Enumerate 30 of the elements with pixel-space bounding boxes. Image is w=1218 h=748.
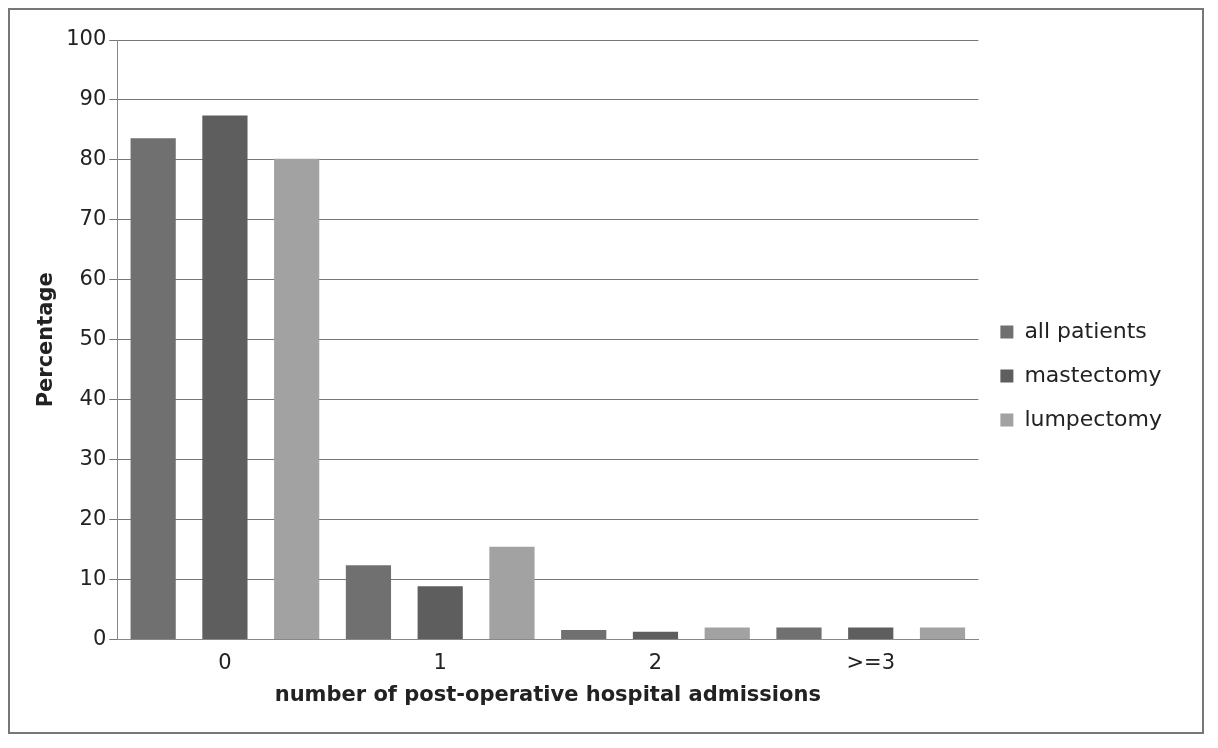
legend-label: all patients <box>1024 317 1147 343</box>
y-tick-label: 80 <box>79 146 107 171</box>
bar <box>704 627 750 640</box>
y-tick-label: 30 <box>79 446 107 471</box>
y-tick-label: 100 <box>66 26 107 51</box>
y-tick-label: 40 <box>79 386 107 411</box>
x-axis-title: number of post-operative hospital admissions <box>274 681 821 706</box>
y-tick-label: 20 <box>79 506 107 531</box>
y-tick-label: 90 <box>79 86 107 111</box>
y-tick-label: 0 <box>92 626 107 651</box>
x-tick-label: 2 <box>648 649 663 674</box>
x-tick-label: 0 <box>218 649 232 674</box>
bar <box>632 631 679 640</box>
bar <box>489 546 535 640</box>
y-tick-label: 10 <box>79 566 107 591</box>
x-tick-label: 1 <box>433 649 447 674</box>
y-tick-label: 70 <box>79 206 107 231</box>
bar <box>848 627 894 640</box>
y-axis-title: Percentage <box>33 272 58 408</box>
y-tick-label: 60 <box>79 266 107 291</box>
bar <box>776 627 822 640</box>
legend-label: mastectomy <box>1024 361 1162 387</box>
y-tick-label: 50 <box>79 326 107 351</box>
bar <box>919 627 966 640</box>
bar <box>561 630 607 640</box>
bar <box>417 586 463 640</box>
bar <box>274 158 320 640</box>
legend-label: lumpectomy <box>1024 405 1163 431</box>
bar <box>202 115 248 640</box>
x-tick-label: >=3 <box>846 649 896 674</box>
